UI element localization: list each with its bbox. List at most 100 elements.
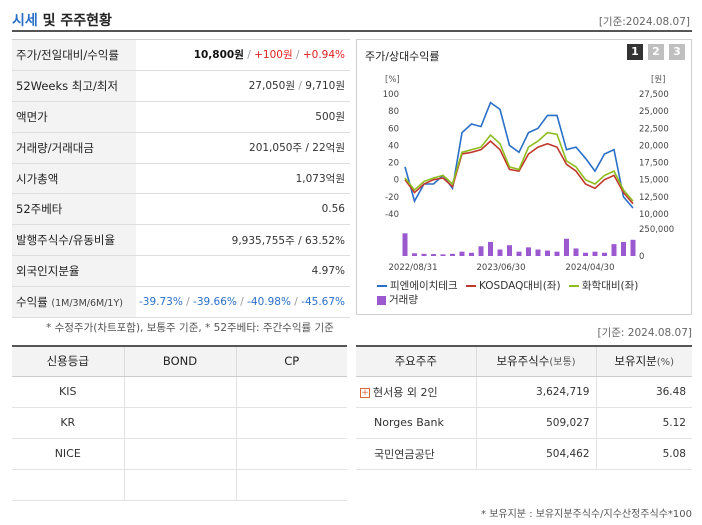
volume-bar — [402, 233, 408, 256]
table-row: 발행주식수/유동비율 9,935,755주 / 63.52% — [12, 224, 350, 256]
table-row: Norges Bank 509,027 5.12 — [356, 407, 692, 439]
volume-bar — [440, 254, 446, 256]
volume-bar — [564, 238, 569, 256]
mcap-value: 1,073억원 — [295, 173, 345, 185]
cp-cell — [235, 469, 347, 501]
chart-tab-2[interactable]: 2 — [648, 44, 664, 60]
right-tick-label: 15,000 — [639, 176, 669, 186]
right-tick-label: 10,000 — [639, 210, 669, 220]
holder-header: 보유주식수(보통) — [475, 346, 596, 377]
holder-pct: 5.12 — [595, 407, 692, 439]
holder-name-cell: 국민연금공단 — [356, 438, 476, 470]
volume-bar — [592, 251, 598, 256]
agency-cell: KIS — [12, 376, 124, 408]
credit-header: 신용등급 — [12, 346, 124, 377]
volume-bar — [421, 253, 427, 256]
chart-panel: 주가/상대수익률 1 2 3 [%] [원] 100 80 60 40 20 0 -20 -40 2… — [356, 39, 692, 315]
beta-value: 0.56 — [321, 203, 345, 216]
volume-bar — [507, 245, 512, 256]
volume-bar — [611, 244, 617, 256]
shares-label: 발행주식수/유동비율 — [12, 224, 136, 256]
par-label: 액면가 — [12, 101, 136, 133]
price-chart: [%] [원] 100 80 60 40 20 0 -20 -40 27,500 25,000 22,5… — [383, 75, 674, 273]
table-row: 52Weeks 최고/최저 27,050원 / 9,710원 — [12, 70, 350, 102]
volume-label: 거래량/거래대금 — [12, 132, 136, 164]
holder-shares: 3,624,719 — [475, 376, 596, 408]
left-tick-label: 60 — [388, 124, 399, 134]
volume-bar — [412, 253, 417, 256]
bond-cell — [123, 376, 236, 408]
legend-label: 피엔에이치테크 — [390, 280, 458, 292]
volume-bar — [602, 252, 607, 256]
chart-title: 주가/상대수익률 — [365, 50, 440, 63]
left-tick-label: 80 — [388, 107, 399, 117]
cp-cell — [235, 438, 347, 470]
legend-label: 화학대비(좌) — [581, 280, 639, 292]
volume-bar — [450, 253, 455, 256]
section-header: 시세 및 주주현황 [기준:2024.08.07] — [12, 6, 692, 32]
asof-date-holders: [기준: 2024.08.07] — [597, 327, 692, 339]
holder-name: Norges Bank — [374, 416, 444, 429]
returns-label-sub: (1M/3M/6M/1Y) — [51, 298, 123, 310]
left-tick-label: 20 — [388, 159, 399, 169]
asof-date: [기준:2024.08.07] — [598, 16, 690, 28]
volume-tick-label: 0 — [639, 252, 644, 262]
legend-item: 피엔에이치테크 — [377, 279, 458, 293]
legend-item: KOSDAQ대비(좌) — [465, 279, 561, 293]
price-change-pct: +0.94% — [302, 49, 345, 62]
table-row: 거래량/거래대금 201,050주 / 22억원 — [12, 132, 350, 164]
holder-name-cell: Norges Bank — [356, 407, 476, 439]
page-title: 시세 및 주주현황 — [12, 10, 112, 30]
holder-name: 현서용 외 2인 — [373, 385, 438, 399]
holder-name-cell: + 현서용 외 2인 — [356, 376, 476, 408]
x-tick-label: 2023/06/30 — [477, 263, 526, 273]
holders-note: * 보유지분 : 보유지분주식수/지수산정주식수*100 — [481, 509, 692, 520]
expand-icon[interactable]: + — [360, 387, 370, 398]
left-tick-label: -40 — [385, 210, 399, 220]
right-tick-label: 12,500 — [639, 193, 669, 203]
legend-label: KOSDAQ대비(좌) — [478, 280, 561, 292]
holder-header-sub: (%) — [656, 357, 675, 369]
left-tick-label: 0 — [394, 176, 399, 186]
shares-value: 9,935,755주 / 63.52% — [231, 234, 345, 247]
left-tick-label: 40 — [388, 141, 399, 151]
price-change: +100원 — [254, 49, 293, 62]
chart-legend: 피엔에이치테크 KOSDAQ대비(좌) 화학대비(좌) 거래량 — [377, 277, 643, 309]
table-row: 주가/전일대비/수익률 10,800원 / +100원 / +0.94% — [12, 39, 350, 71]
bond-cell — [123, 438, 236, 470]
agency-cell: NICE — [12, 438, 124, 470]
volume-bar — [431, 254, 436, 256]
holder-header-sub: (보통) — [549, 357, 576, 369]
table-header-row: 주요주주 보유주식수(보통) 보유지분(%) — [356, 346, 692, 377]
volume-bar — [573, 248, 579, 256]
price-label: 주가/전일대비/수익률 — [12, 39, 136, 71]
right-tick-label: 17,500 — [639, 159, 669, 169]
chart-tab-3[interactable]: 3 — [669, 44, 685, 60]
credit-header: BOND — [123, 346, 236, 377]
volume-bar — [478, 246, 484, 256]
par-value: 500원 — [315, 111, 345, 124]
price: 10,800원 — [193, 49, 244, 62]
table-row: 시가총액 1,073억원 — [12, 163, 350, 194]
table-header-row: 신용등급 BOND CP — [12, 346, 347, 377]
volume-bar — [545, 250, 550, 256]
right-tick-label: 27,500 — [639, 90, 669, 100]
credit-rating-table: 신용등급 BOND CP KIS KR NICE — [12, 345, 347, 501]
foreign-label: 외국인지분율 — [12, 255, 136, 287]
week52-value: 27,050원 / 9,710원 — [248, 80, 345, 93]
holder-header: 보유지분(%) — [595, 346, 692, 377]
legend-item: 화학대비(좌) — [568, 279, 639, 293]
table-row: KIS — [12, 376, 347, 408]
chart-tab-1[interactable]: 1 — [627, 44, 643, 60]
return-6m: -40.98% — [247, 296, 291, 309]
table-row: KR — [12, 407, 347, 439]
volume-bar — [516, 251, 522, 256]
chart-tabs: 1 2 3 — [627, 44, 685, 60]
x-tick-label: 2022/08/31 — [389, 263, 438, 273]
holder-shares: 504,462 — [475, 438, 596, 470]
major-holders-table: 주요주주 보유주식수(보통) 보유지분(%) + 현서용 외 2인 3,624,7… — [356, 345, 692, 470]
volume-bar — [497, 249, 503, 256]
volume-value: 201,050주 / 22억원 — [249, 142, 345, 155]
left-tick-label: 100 — [383, 90, 399, 100]
holder-header-main: 보유주식수 — [496, 354, 550, 369]
